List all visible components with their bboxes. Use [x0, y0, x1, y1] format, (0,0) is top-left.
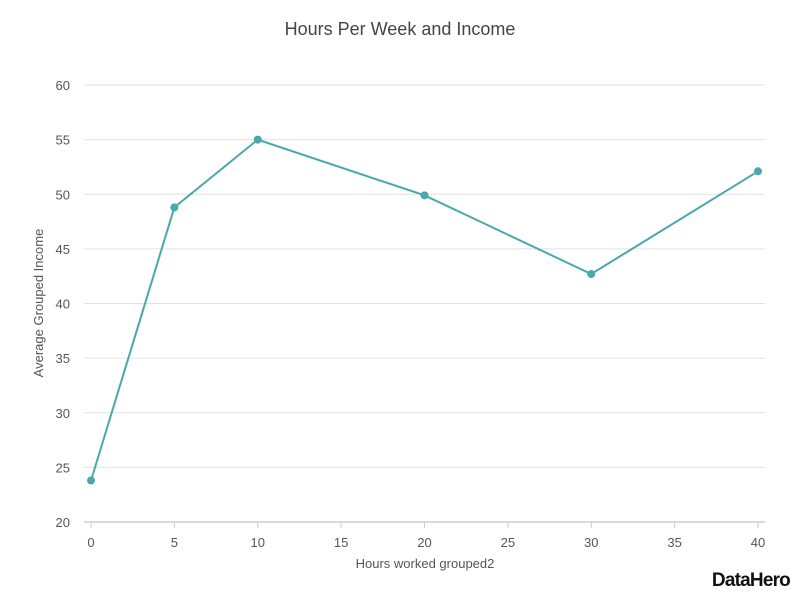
y-tick-label: 40 — [56, 297, 70, 312]
data-point[interactable] — [754, 167, 762, 176]
x-tick-label: 25 — [501, 535, 515, 550]
y-tick-label: 20 — [56, 515, 70, 530]
y-tick-label: 30 — [56, 406, 70, 421]
data-point[interactable] — [587, 270, 596, 279]
y-axis-label: Average Grouped Income — [31, 229, 46, 378]
data-point[interactable] — [87, 476, 95, 485]
x-axis-label: Hours worked grouped2 — [356, 556, 495, 571]
data-point[interactable] — [253, 135, 262, 144]
y-tick-label: 50 — [56, 187, 70, 202]
data-point[interactable] — [420, 191, 429, 200]
series-layer — [87, 135, 762, 485]
x-tick-label: 10 — [251, 535, 265, 550]
y-tick-label: 55 — [56, 133, 70, 148]
datahero-logo: DataHero — [711, 570, 791, 591]
y-tick-label: 25 — [56, 460, 70, 475]
x-tick-label: 5 — [171, 535, 178, 550]
series-line — [90, 138, 759, 481]
y-tick-label: 60 — [56, 78, 70, 93]
y-tick-label: 45 — [56, 242, 70, 257]
data-point[interactable] — [170, 203, 179, 212]
axes: 20 25 30 35 40 45 50 55 60 0 5 10 15 20 25 30 35 40 — [56, 78, 766, 550]
y-tick-label: 35 — [56, 351, 70, 366]
x-tick-label: 15 — [334, 535, 348, 550]
gridlines — [84, 84, 765, 468]
chart-title: Hours Per Week and Income — [285, 19, 516, 39]
x-tick-label: 0 — [87, 535, 94, 550]
x-tick-label: 35 — [667, 535, 681, 550]
x-tick-label: 40 — [751, 535, 765, 550]
x-tick-label: 20 — [417, 535, 431, 550]
x-tick-label: 30 — [584, 535, 598, 550]
